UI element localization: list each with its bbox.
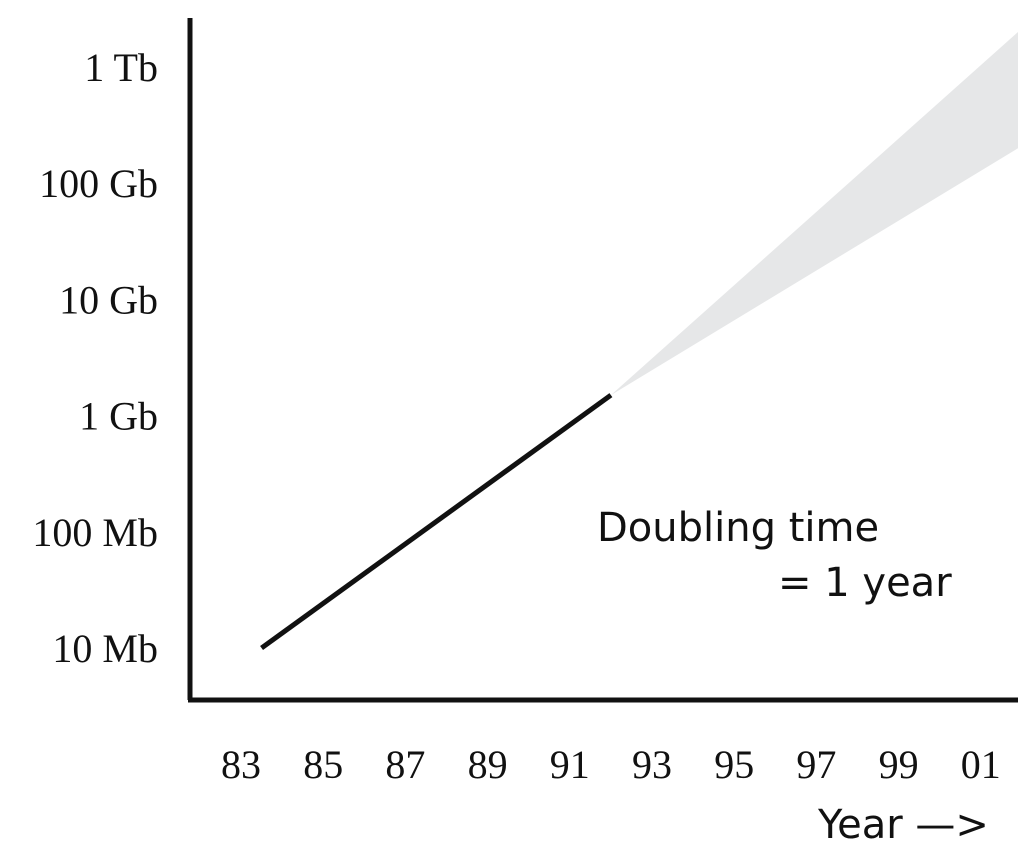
x-tick-label: 99 <box>879 742 919 787</box>
y-tick-label: 10 Mb <box>52 626 158 671</box>
x-tick-label: 89 <box>468 742 508 787</box>
projection-band <box>610 32 1018 396</box>
x-tick-label: 85 <box>303 742 343 787</box>
annotation-line-2: = 1 year <box>778 560 952 606</box>
annotation-line-1: Doubling time <box>597 505 879 551</box>
y-tick-label: 10 Gb <box>59 277 158 322</box>
y-tick-label: 1 Tb <box>84 45 158 90</box>
x-tick-label: 97 <box>796 742 836 787</box>
x-axis-label: Year —> <box>817 802 989 842</box>
x-tick-label: 91 <box>550 742 590 787</box>
x-tick-label: 01 <box>961 742 1001 787</box>
y-tick-label: 1 Gb <box>79 394 158 439</box>
x-tick-label: 95 <box>714 742 754 787</box>
y-tick-label: 100 Mb <box>32 510 158 555</box>
x-tick-label: 93 <box>632 742 672 787</box>
trend-line <box>260 393 613 651</box>
x-tick-label: 87 <box>385 742 425 787</box>
x-tick-label: 83 <box>221 742 261 787</box>
y-tick-label: 100 Gb <box>39 161 158 206</box>
